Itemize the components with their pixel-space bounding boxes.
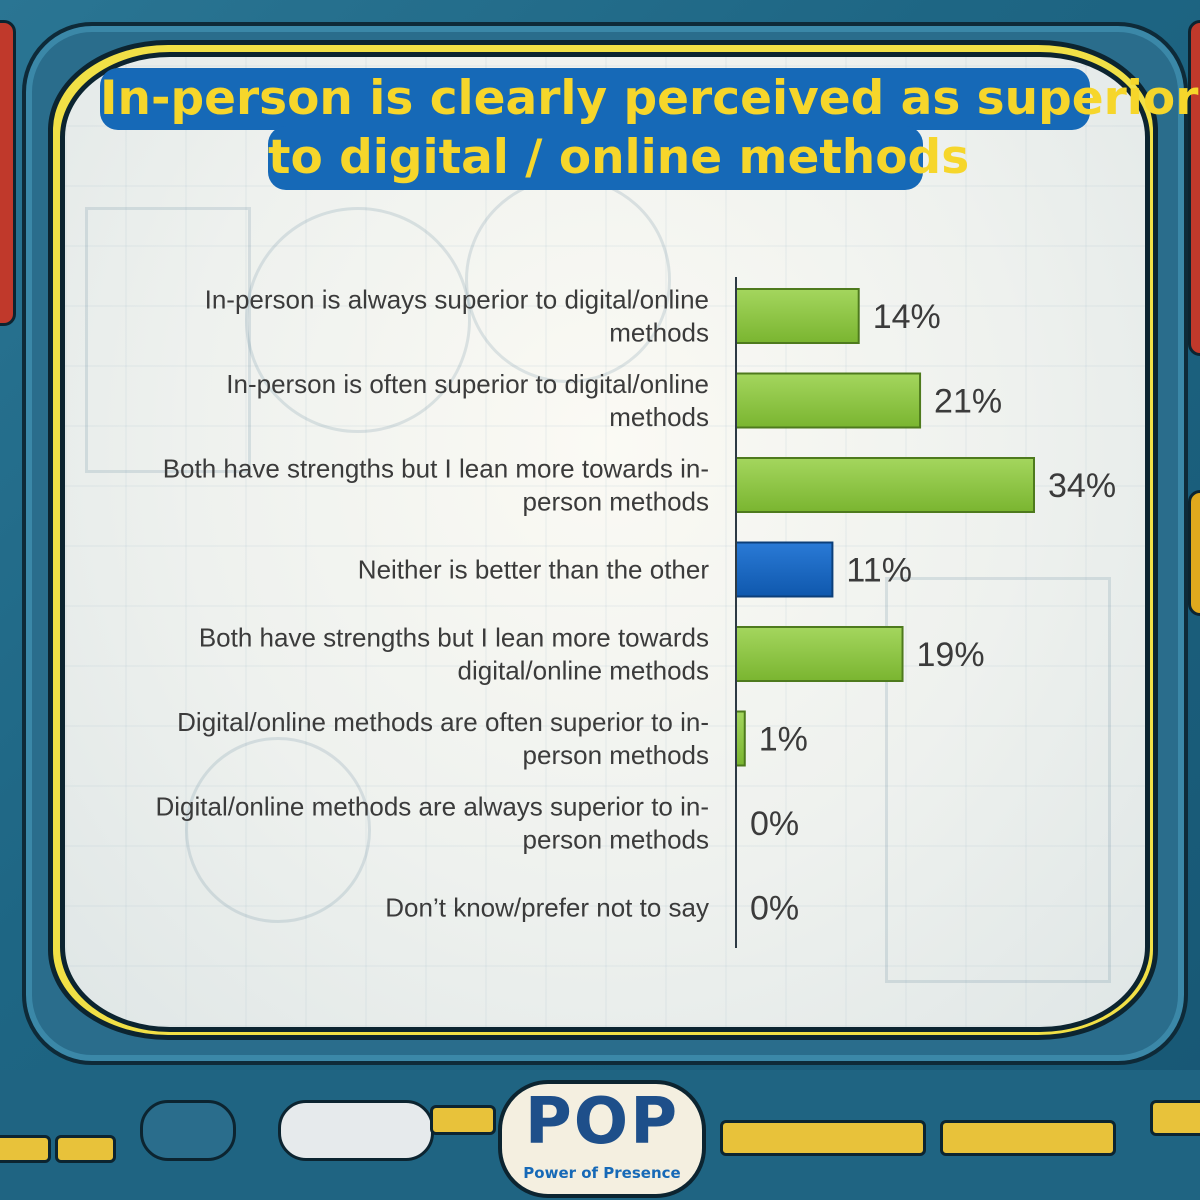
category-label-1-line-2: methods [609,318,709,348]
category-label-6-line-1: Digital/online methods are often superio… [177,707,709,737]
bar-3 [735,457,1035,513]
bar-4 [735,541,834,598]
control-button [0,1135,51,1163]
value-label-5: 19% [917,636,985,674]
logo-mark: POP [524,1085,680,1159]
control-slot [940,1120,1116,1156]
logo-tagline: Power of Presence [523,1164,681,1182]
category-label-6-line-2: person methods [523,740,709,770]
bar-1 [735,288,860,344]
background-panel [85,207,251,473]
value-label-4: 11% [846,552,912,590]
control-slot [1150,1100,1200,1136]
category-label-7-line-2: person methods [523,825,709,855]
title-line-1: In-person is clearly perceived as superi… [100,68,1198,130]
value-label-1: 14% [873,298,941,336]
right-side-panel [1188,20,1200,356]
value-label-2: 21% [934,383,1002,421]
value-label-6: 1% [759,721,808,759]
category-label-3-line-1: Both have strengths but I lean more towa… [163,454,709,484]
bars-layer: 14% In-person is always superior to digit… [156,285,1117,928]
control-slot [720,1120,926,1156]
control-knob [140,1100,236,1161]
control-slot [430,1105,496,1135]
category-label-4-line-1: Neither is better than the other [358,555,710,585]
bar-2 [735,372,922,429]
control-knob [278,1100,434,1161]
category-label-2-line-2: methods [609,402,709,432]
category-label-2-line-1: In-person is often superior to digital/o… [226,369,709,399]
value-label-7: 0% [750,805,799,843]
background-circle [185,737,371,923]
control-button [55,1135,116,1163]
category-label-7-line-1: Digital/online methods are always superi… [156,792,710,822]
background-panel [885,577,1111,983]
value-label-3: 34% [1048,467,1116,505]
value-label-8: 0% [750,890,799,928]
title-line-2: to digital / online methods [268,126,969,190]
background-circle [245,207,471,433]
bar-6 [735,710,746,767]
category-label-3-line-2: person methods [523,487,709,517]
chart-title: In-person is clearly perceived as superi… [100,68,1198,190]
category-label-8-line-1: Don’t know/prefer not to say [385,893,709,923]
category-label-5-line-1: Both have strengths but I lean more towa… [199,623,709,653]
bar-5 [735,626,904,682]
pop-logo: POP Power of Presence [498,1080,706,1198]
category-label-1-line-1: In-person is always superior to digital/… [205,285,709,315]
category-label-5-line-2: digital/online methods [458,656,710,686]
tv-screen [60,52,1150,1032]
left-side-panel [0,20,16,326]
right-lower-panel [1188,490,1200,616]
